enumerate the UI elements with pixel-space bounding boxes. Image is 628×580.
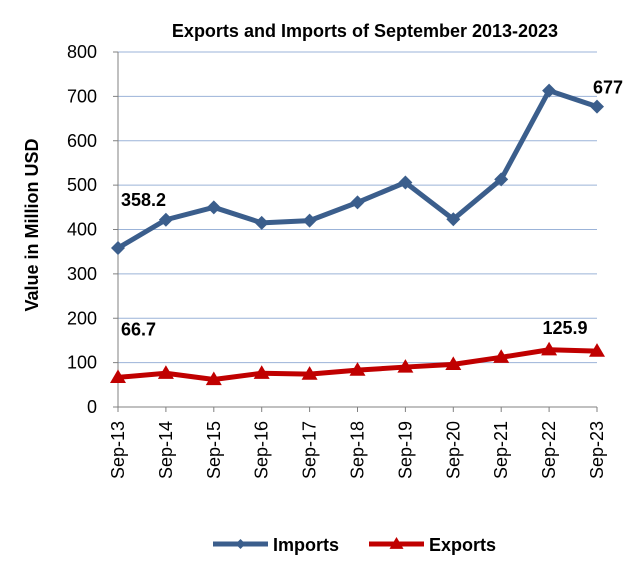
x-tick-label: Sep-20 bbox=[443, 421, 463, 479]
data-point-diamond bbox=[111, 241, 125, 256]
x-tick-labels: Sep-13 Sep-14 Sep-15 Sep-16 Sep-17 Sep-18 Sep-… bbox=[108, 421, 607, 479]
y-tick-label: 300 bbox=[67, 264, 97, 284]
data-point-diamond bbox=[235, 539, 246, 549]
data-point-diamond bbox=[206, 200, 221, 215]
axes bbox=[113, 51, 598, 412]
legend-item-exports: Exports bbox=[369, 535, 496, 555]
data-point-triangle bbox=[349, 362, 366, 376]
data-point-diamond bbox=[542, 83, 557, 98]
y-tick-label: 200 bbox=[67, 308, 97, 328]
data-point-triangle bbox=[110, 369, 126, 384]
x-tick-label: Sep-21 bbox=[491, 421, 511, 479]
data-point-triangle bbox=[301, 366, 318, 380]
data-point-triangle bbox=[157, 365, 174, 379]
gridlines bbox=[118, 51, 597, 364]
x-tick-label: Sep-17 bbox=[300, 421, 320, 479]
series-line-imports bbox=[116, 88, 598, 251]
data-point-triangle bbox=[589, 343, 605, 357]
x-tick-label: Sep-18 bbox=[348, 421, 368, 479]
legend: Imports Exports bbox=[213, 535, 496, 555]
x-tick-label: Sep-14 bbox=[156, 421, 176, 479]
x-tick-label: Sep-22 bbox=[539, 421, 559, 479]
x-tick-label: Sep-16 bbox=[252, 421, 272, 479]
data-label: 358.2 bbox=[121, 190, 166, 210]
y-tick-label: 0 bbox=[87, 397, 97, 417]
data-point-diamond bbox=[494, 172, 509, 187]
data-point-triangle bbox=[253, 365, 270, 379]
data-point-triangle bbox=[205, 371, 222, 386]
x-tick-label: Sep-19 bbox=[395, 421, 415, 479]
data-point-diamond bbox=[590, 99, 604, 114]
data-point-triangle bbox=[445, 356, 462, 370]
series bbox=[110, 83, 605, 386]
x-tick-label: Sep-15 bbox=[204, 421, 224, 479]
data-labels: 358.2 677 66.7 125.9 bbox=[121, 78, 623, 340]
y-tick-label: 600 bbox=[67, 131, 97, 151]
y-axis-label: Value in Million USD bbox=[22, 138, 42, 311]
data-point-diamond bbox=[254, 215, 269, 230]
data-label: 66.7 bbox=[121, 319, 156, 339]
y-tick-label: 500 bbox=[67, 175, 97, 195]
y-tick-label: 700 bbox=[67, 86, 97, 106]
x-tick-label: Sep-13 bbox=[108, 421, 128, 479]
data-point-diamond bbox=[350, 195, 365, 210]
data-point-triangle bbox=[493, 349, 510, 363]
data-label: 677 bbox=[593, 78, 623, 98]
chart-title: Exports and Imports of September 2013-20… bbox=[172, 21, 558, 41]
data-point-diamond bbox=[302, 213, 317, 228]
data-point-diamond bbox=[158, 212, 173, 227]
data-label: 125.9 bbox=[542, 318, 587, 338]
data-point-triangle bbox=[389, 537, 404, 549]
x-tick-label: Sep-23 bbox=[587, 421, 607, 479]
legend-label: Exports bbox=[429, 535, 496, 555]
legend-item-imports: Imports bbox=[213, 535, 339, 555]
y-tick-label: 800 bbox=[67, 42, 97, 62]
data-point-diamond bbox=[446, 212, 461, 227]
y-tick-label: 100 bbox=[67, 353, 97, 373]
legend-label: Imports bbox=[273, 535, 339, 555]
y-tick-labels: 0 100 200 300 400 500 600 700 800 bbox=[67, 42, 97, 417]
data-point-diamond bbox=[398, 175, 413, 190]
y-tick-label: 400 bbox=[67, 220, 97, 240]
data-point-triangle bbox=[541, 341, 558, 356]
data-point-triangle bbox=[397, 359, 414, 373]
